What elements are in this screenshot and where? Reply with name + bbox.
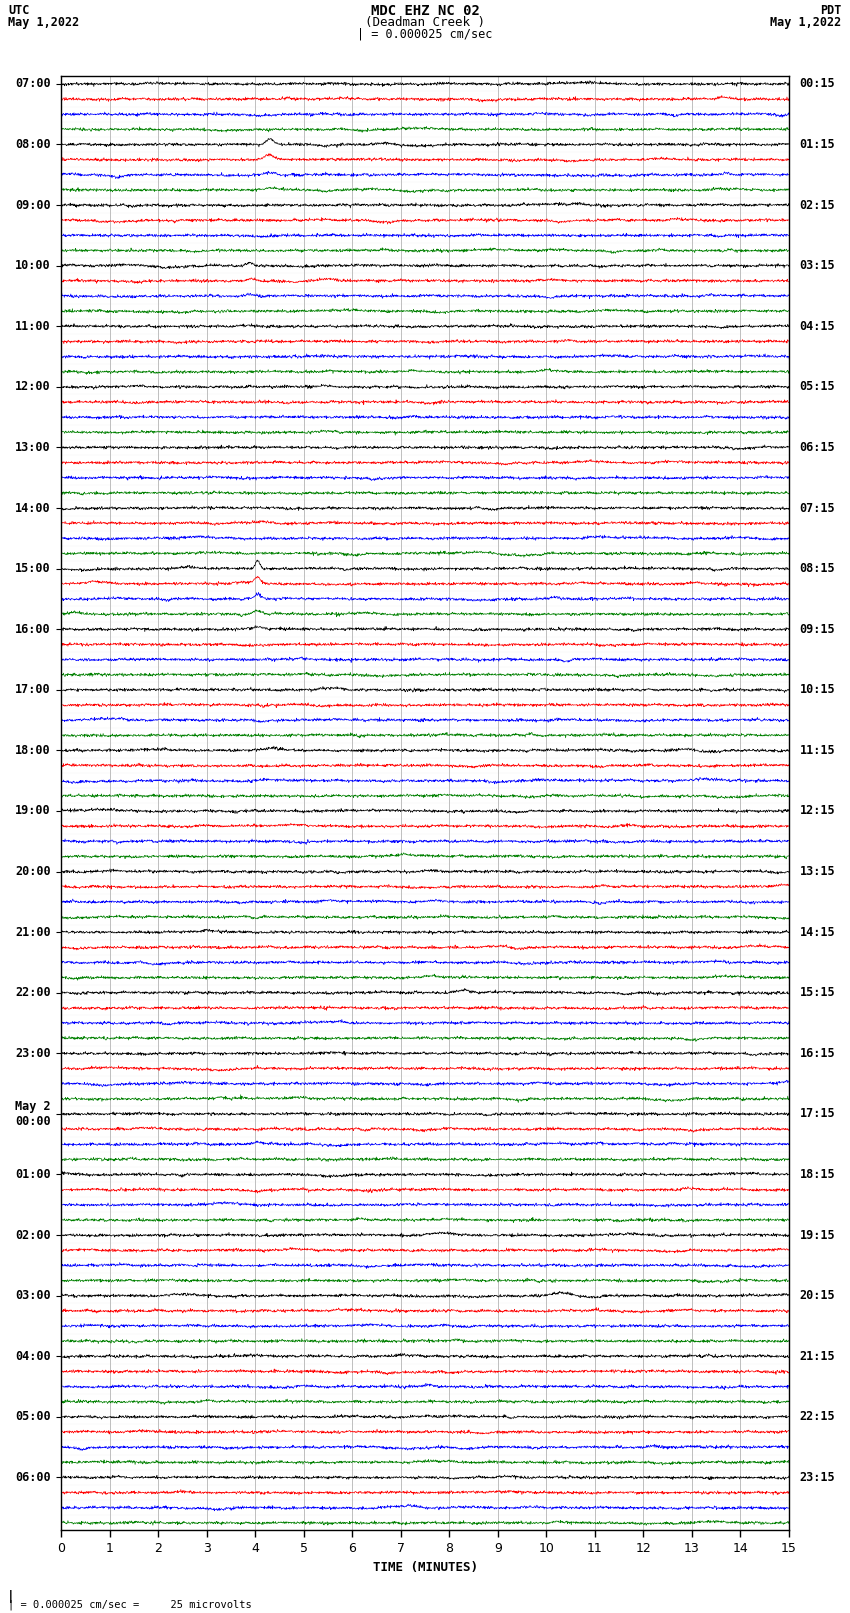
Text: MDC EHZ NC 02: MDC EHZ NC 02 bbox=[371, 5, 479, 18]
Text: |: | bbox=[7, 1590, 14, 1603]
Text: UTC: UTC bbox=[8, 5, 30, 18]
Text: May 1,2022: May 1,2022 bbox=[8, 16, 80, 29]
Text: | = 0.000025 cm/sec =     25 microvolts: | = 0.000025 cm/sec = 25 microvolts bbox=[8, 1598, 252, 1610]
X-axis label: TIME (MINUTES): TIME (MINUTES) bbox=[372, 1561, 478, 1574]
Text: (Deadman Creek ): (Deadman Creek ) bbox=[365, 16, 485, 29]
Text: PDT: PDT bbox=[820, 5, 842, 18]
Text: May 1,2022: May 1,2022 bbox=[770, 16, 842, 29]
Text: | = 0.000025 cm/sec: | = 0.000025 cm/sec bbox=[357, 27, 493, 40]
